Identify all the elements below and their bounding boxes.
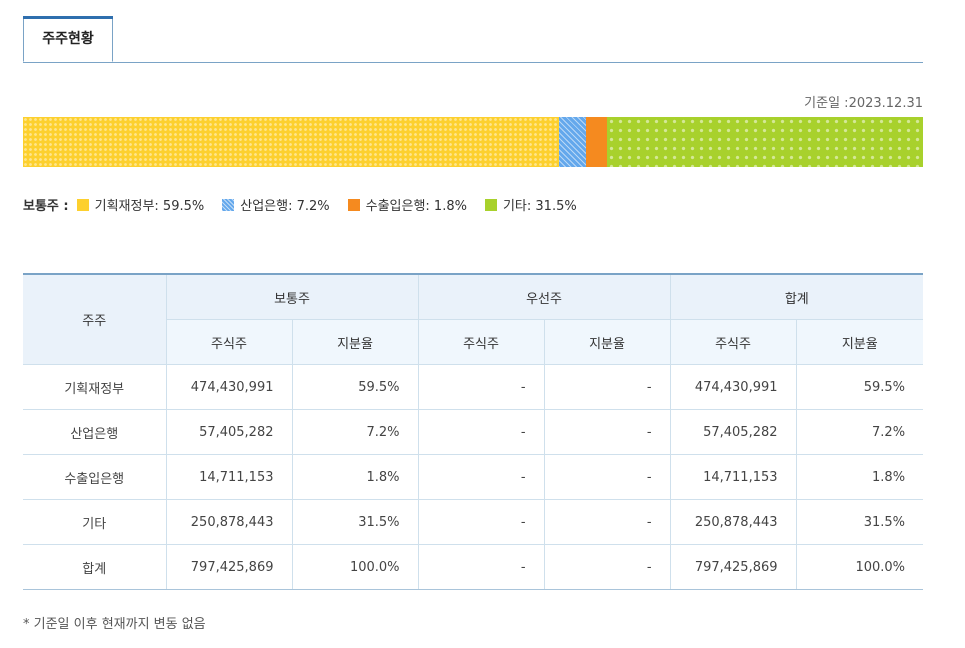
legend-item-kdb: 산업은행: 7.2% (222, 195, 330, 214)
cell-common-shares: 57,405,282 (165, 409, 293, 455)
cell-common-ratio: 100.0% (291, 544, 419, 590)
legend-item-gov: 기획재정부: 59.5% (76, 195, 205, 214)
subheader-shares: 주식주 (669, 319, 797, 365)
cell-holder: 산업은행 (23, 409, 167, 455)
cell-total-ratio: 59.5% (795, 364, 924, 410)
legend: 보통주 : 기획재정부: 59.5% 산업은행: 7.2% 수출입은행: 1.8… (23, 195, 595, 214)
legend-label-etc: 기타: 31.5% (502, 199, 577, 214)
header-preferred: 우선주 (417, 273, 671, 320)
cell-common-shares: 474,430,991 (165, 364, 293, 410)
legend-label-exim: 수출입은행: 1.8% (365, 199, 467, 214)
legend-swatch-gov (76, 198, 89, 211)
subheader-shares: 주식주 (417, 319, 545, 365)
cell-total-ratio: 7.2% (795, 409, 924, 455)
header-holder: 주주 (23, 273, 167, 365)
table-row: 산업은행 57,405,282 7.2% - - 57,405,282 7.2% (23, 409, 924, 455)
cell-total-shares: 57,405,282 (669, 409, 797, 455)
footnote: * 기준일 이후 현재까지 변동 없음 (23, 617, 206, 632)
cell-common-ratio: 31.5% (291, 499, 419, 545)
shareholder-stacked-bar (23, 117, 923, 167)
cell-pref-shares: - (417, 544, 545, 590)
cell-total-ratio: 31.5% (795, 499, 924, 545)
legend-item-exim: 수출입은행: 1.8% (347, 195, 467, 214)
cell-total-ratio: 1.8% (795, 454, 924, 500)
bar-segment-etc (607, 117, 923, 167)
cell-pref-ratio: - (543, 454, 671, 500)
legend-swatch-etc (484, 198, 497, 211)
cell-pref-shares: - (417, 409, 545, 455)
cell-pref-shares: - (417, 499, 545, 545)
cell-pref-shares: - (417, 364, 545, 410)
legend-label-kdb: 산업은행: 7.2% (240, 199, 330, 214)
cell-pref-shares: - (417, 454, 545, 500)
cell-common-ratio: 1.8% (291, 454, 419, 500)
cell-total-shares: 14,711,153 (669, 454, 797, 500)
legend-title: 보통주 : (23, 199, 69, 214)
cell-holder: 기획재정부 (23, 364, 167, 410)
tab-bar: 주주현황 (23, 16, 923, 63)
table-row-total: 합계 797,425,869 100.0% - - 797,425,869 10… (23, 544, 924, 590)
bar-segment-gov (23, 117, 559, 167)
bar-segment-kdb (558, 117, 587, 167)
cell-holder: 합계 (23, 544, 167, 590)
table-row: 기타 250,878,443 31.5% - - 250,878,443 31.… (23, 499, 924, 545)
cell-holder: 기타 (23, 499, 167, 545)
cell-common-ratio: 7.2% (291, 409, 419, 455)
header-total: 합계 (669, 273, 924, 320)
subheader-shares: 주식주 (166, 319, 293, 365)
table-row: 수출입은행 14,711,153 1.8% - - 14,711,153 1.8… (23, 454, 924, 500)
legend-swatch-exim (347, 198, 360, 211)
subheader-ratio: 지분율 (543, 319, 671, 365)
cell-total-shares: 474,430,991 (669, 364, 797, 410)
cell-common-shares: 14,711,153 (165, 454, 293, 500)
bar-segment-exim (586, 117, 608, 167)
cell-total-ratio: 100.0% (795, 544, 924, 590)
cell-pref-ratio: - (543, 544, 671, 590)
base-date: 기준일 :2023.12.31 (804, 96, 923, 111)
subheader-ratio: 지분율 (795, 319, 924, 365)
legend-swatch-kdb (222, 198, 235, 211)
cell-total-shares: 797,425,869 (669, 544, 797, 590)
cell-pref-ratio: - (543, 364, 671, 410)
table-row: 기획재정부 474,430,991 59.5% - - 474,430,991 … (23, 364, 924, 410)
legend-label-gov: 기획재정부: 59.5% (94, 199, 205, 214)
cell-common-ratio: 59.5% (291, 364, 419, 410)
legend-item-etc: 기타: 31.5% (484, 195, 577, 214)
header-common: 보통주 (165, 273, 419, 320)
cell-common-shares: 797,425,869 (165, 544, 293, 590)
cell-pref-ratio: - (543, 499, 671, 545)
cell-common-shares: 250,878,443 (165, 499, 293, 545)
shareholder-table: 주주 보통주 우선주 합계 주식주 지분율 주식주 지분율 주식주 지분율 기획… (23, 273, 924, 590)
tab-shareholders[interactable]: 주주현황 (23, 16, 113, 62)
cell-total-shares: 250,878,443 (669, 499, 797, 545)
cell-holder: 수출입은행 (23, 454, 167, 500)
subheader-ratio: 지분율 (291, 319, 419, 365)
cell-pref-ratio: - (543, 409, 671, 455)
